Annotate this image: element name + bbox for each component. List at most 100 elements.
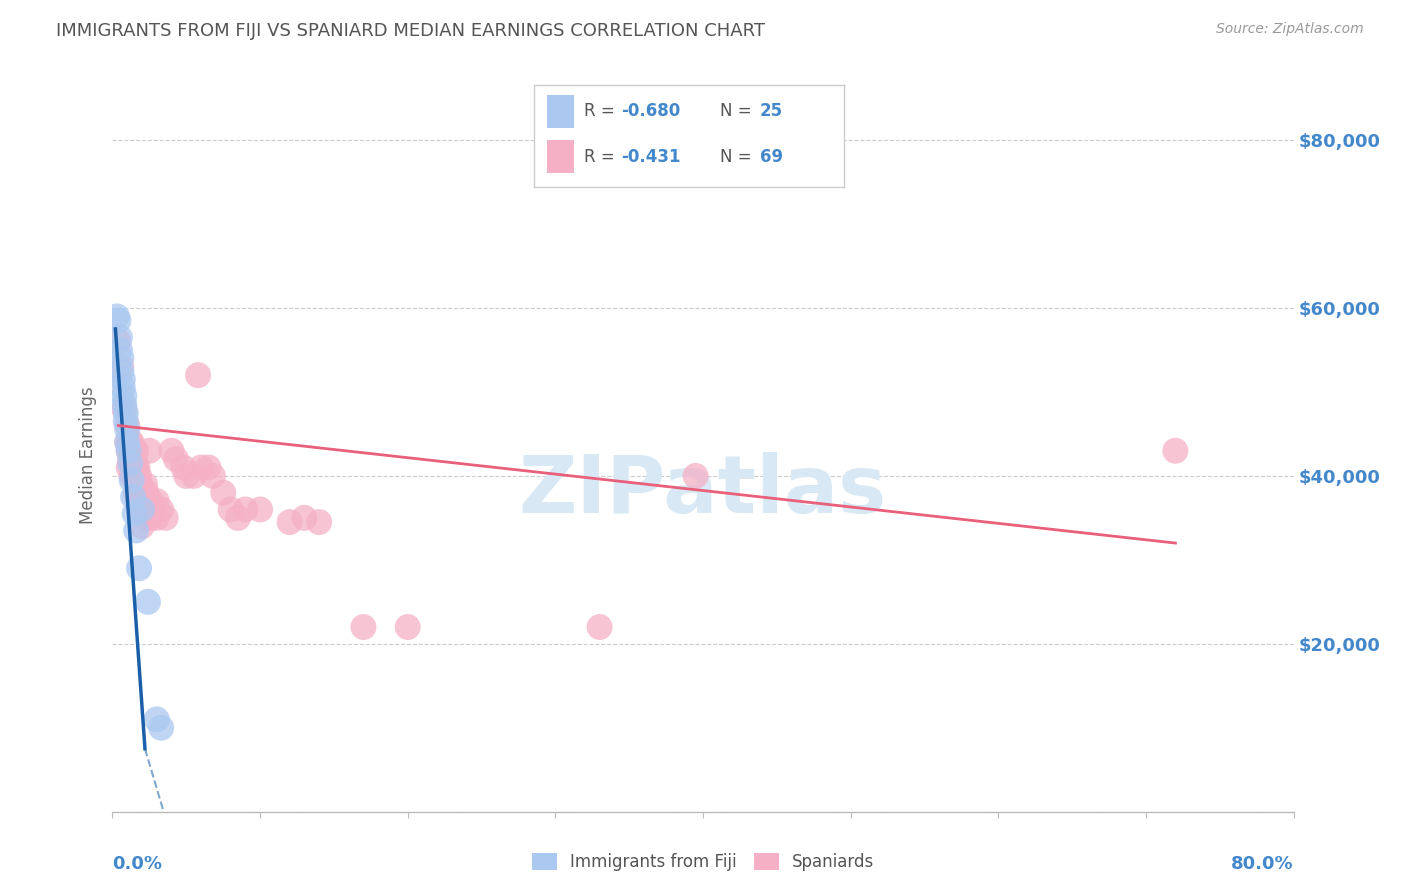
Bar (547, 95, 575, 128)
Point (172, 460, 194, 475)
Point (131, 502, 153, 516)
Point (197, 460, 219, 475)
Point (134, 494, 156, 508)
Point (125, 524, 148, 538)
Point (114, 414, 136, 428)
Text: R =: R = (583, 103, 620, 120)
Point (292, 511, 315, 525)
Point (117, 418, 138, 433)
Point (132, 502, 155, 516)
Point (128, 561, 150, 575)
Text: Source: ZipAtlas.com: Source: ZipAtlas.com (1216, 22, 1364, 37)
Point (139, 511, 162, 525)
Point (165, 452, 187, 467)
Point (110, 359, 132, 374)
Y-axis label: Median Earnings: Median Earnings (79, 386, 97, 524)
Point (131, 519, 153, 533)
Point (122, 490, 145, 504)
Legend: Immigrants from Fiji, Spaniards: Immigrants from Fiji, Spaniards (531, 853, 875, 871)
Point (136, 494, 159, 508)
Point (122, 460, 145, 475)
Point (127, 494, 149, 508)
Text: ZIPatlas: ZIPatlas (519, 451, 887, 530)
Point (146, 494, 169, 508)
Point (150, 721, 173, 735)
Point (187, 368, 209, 383)
Point (112, 401, 135, 416)
Point (111, 381, 134, 395)
Point (131, 502, 153, 516)
Point (588, 620, 610, 634)
Point (124, 507, 146, 521)
Point (352, 620, 374, 634)
Text: IMMIGRANTS FROM FIJI VS SPANIARD MEDIAN EARNINGS CORRELATION CHART: IMMIGRANTS FROM FIJI VS SPANIARD MEDIAN … (56, 22, 765, 40)
Text: 25: 25 (761, 103, 783, 120)
Text: 0.0%: 0.0% (112, 855, 163, 872)
Point (110, 364, 132, 378)
Point (190, 460, 212, 475)
Point (121, 469, 143, 483)
Text: -0.431: -0.431 (621, 147, 681, 166)
Point (117, 435, 138, 450)
Point (128, 485, 150, 500)
Text: 80.0%: 80.0% (1230, 855, 1294, 872)
Point (125, 485, 148, 500)
Point (127, 460, 149, 475)
Point (212, 485, 235, 500)
Point (135, 485, 157, 500)
Point (128, 469, 150, 483)
Point (114, 406, 136, 420)
Point (308, 515, 330, 529)
Point (125, 443, 148, 458)
Point (183, 469, 205, 483)
Point (132, 485, 155, 500)
Point (127, 477, 149, 491)
Point (128, 502, 150, 516)
Point (134, 477, 156, 491)
Point (685, 469, 707, 483)
Point (112, 389, 135, 403)
Point (108, 343, 131, 357)
Text: 69: 69 (761, 147, 783, 166)
Point (146, 511, 169, 525)
Point (121, 435, 143, 450)
Point (138, 443, 160, 458)
Point (120, 456, 142, 470)
Point (249, 502, 271, 516)
Point (121, 443, 143, 458)
Point (120, 435, 142, 450)
Point (219, 502, 242, 516)
Point (138, 502, 160, 516)
Point (160, 443, 183, 458)
Point (226, 511, 249, 525)
Point (136, 595, 159, 609)
Point (117, 423, 138, 437)
Point (108, 330, 131, 344)
Point (107, 334, 129, 349)
Point (117, 435, 138, 450)
Bar (547, 140, 575, 173)
Point (1164, 443, 1187, 458)
Point (124, 452, 146, 467)
Point (107, 313, 129, 327)
Point (150, 502, 173, 516)
Point (118, 443, 141, 458)
Point (118, 460, 141, 475)
Point (112, 398, 135, 412)
Text: N =: N = (720, 103, 756, 120)
Text: R =: R = (583, 147, 620, 166)
Point (146, 712, 169, 726)
Point (125, 460, 148, 475)
Point (129, 494, 152, 508)
Point (278, 515, 301, 529)
Text: N =: N = (720, 147, 756, 166)
Point (129, 477, 152, 491)
Point (124, 469, 146, 483)
Point (174, 469, 197, 483)
Point (139, 494, 162, 508)
Text: -0.680: -0.680 (621, 103, 681, 120)
Point (118, 443, 141, 458)
Point (396, 620, 419, 634)
Point (201, 469, 224, 483)
Point (142, 502, 165, 516)
